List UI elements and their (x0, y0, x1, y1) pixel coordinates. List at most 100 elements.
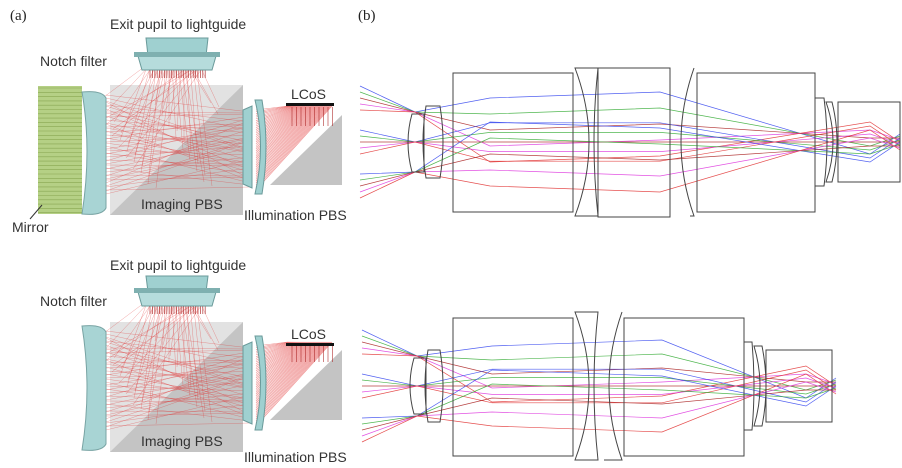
ray (106, 63, 152, 112)
ray (105, 341, 251, 388)
panel-b-top (359, 67, 901, 218)
ray (189, 299, 219, 351)
ray (105, 112, 251, 143)
ray (141, 63, 167, 167)
ray (105, 351, 251, 398)
exit-pupil-label: Exit pupil to lightguide (110, 16, 246, 32)
ray (105, 94, 251, 113)
ray (255, 341, 331, 423)
ray (132, 299, 206, 406)
lcos-panel (286, 103, 334, 106)
ray (105, 355, 251, 420)
ray (105, 374, 251, 423)
mirror (38, 86, 82, 214)
ray (105, 127, 251, 154)
ray (105, 366, 251, 409)
ray (105, 137, 251, 170)
ray (105, 145, 251, 184)
ray (113, 299, 155, 359)
ray-trace-top (359, 85, 901, 199)
ray (176, 63, 182, 132)
ray (198, 63, 220, 108)
ray (105, 333, 251, 368)
field-lens-2 (254, 99, 267, 195)
ray (105, 375, 251, 428)
ray (361, 373, 837, 443)
ray (255, 105, 322, 171)
ray (134, 299, 164, 392)
ray (105, 348, 251, 379)
ray (361, 383, 837, 425)
ray (105, 164, 251, 167)
ray (255, 341, 330, 421)
ray (105, 149, 251, 156)
ray (105, 337, 251, 416)
ray (105, 385, 251, 392)
ray (105, 174, 251, 177)
ray (105, 395, 251, 402)
ray (105, 381, 251, 394)
ray (104, 299, 194, 362)
ray (359, 133, 901, 152)
ray (105, 347, 251, 350)
ray (162, 299, 176, 346)
ray (105, 113, 251, 118)
ray (361, 369, 837, 404)
imaging-pbs-label: Imaging PBS (141, 196, 223, 212)
ray (195, 63, 213, 187)
ray (105, 111, 251, 114)
ray (119, 299, 149, 377)
ray (105, 100, 251, 151)
illumination-pbs-prism-bottom (270, 350, 342, 420)
ray (105, 403, 251, 424)
ray (105, 353, 251, 398)
ray (255, 105, 329, 184)
ray (361, 368, 837, 403)
ray (105, 412, 251, 417)
ray (105, 372, 251, 401)
ray (105, 137, 251, 164)
ray (125, 299, 203, 395)
ray (105, 392, 251, 409)
ray (105, 101, 251, 180)
ray (255, 105, 323, 173)
ray (361, 381, 837, 437)
ray (186, 63, 192, 154)
ray (105, 362, 251, 391)
ray (133, 63, 155, 163)
ray (105, 104, 251, 123)
ray (105, 145, 251, 158)
ray (105, 147, 251, 180)
notch-filter-label: Notch filter (40, 53, 107, 69)
ray (255, 341, 328, 418)
ray (105, 125, 251, 150)
ray (105, 119, 251, 134)
ray (105, 349, 251, 354)
ray (140, 299, 158, 410)
ray (192, 299, 206, 412)
ray (255, 341, 319, 402)
ray (255, 105, 324, 175)
ray (99, 63, 149, 101)
ray (255, 105, 319, 166)
ray (105, 158, 251, 195)
panel-a-label: (a) (10, 8, 27, 24)
ray (198, 299, 220, 344)
panel-a-bottom: Exit pupil to lightguide Notch filter Im… (40, 257, 347, 465)
ray (361, 377, 837, 395)
ray (105, 330, 251, 349)
lcos-label-bottom: LCoS (291, 326, 326, 342)
ray (105, 105, 251, 152)
ray (148, 299, 170, 414)
ray (361, 335, 837, 391)
ray (361, 329, 837, 399)
ray (105, 344, 251, 407)
ray (361, 369, 837, 419)
ray (183, 299, 205, 419)
ray (189, 63, 199, 165)
ray (125, 63, 203, 159)
ray (105, 373, 251, 400)
ray (183, 63, 205, 183)
ray (105, 381, 251, 420)
ray (192, 63, 206, 176)
